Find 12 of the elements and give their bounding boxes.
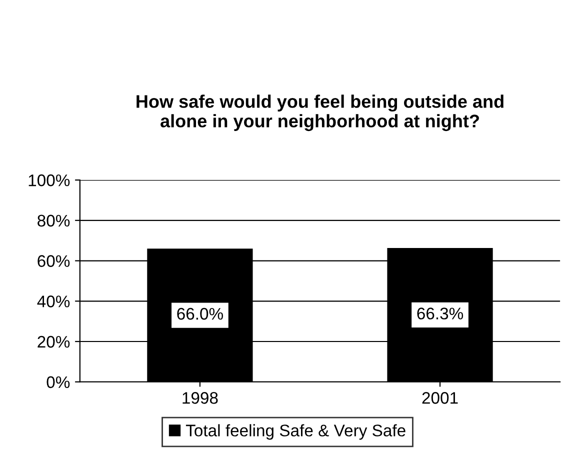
- legend-label: Total feeling Safe & Very Safe: [186, 424, 406, 440]
- y-tick-label: 0%: [46, 376, 70, 388]
- y-tick-label: 100%: [28, 174, 70, 186]
- y-tick-label: 20%: [38, 336, 70, 348]
- x-tick-label: 1998: [182, 392, 218, 404]
- chart-title: How safe would you feel being outside and alone in your neighborhood at night?: [136, 94, 504, 132]
- y-tick-label: 80%: [38, 214, 70, 227]
- y-tick-label: 60%: [38, 255, 70, 267]
- data-label: 66.3%: [417, 308, 464, 320]
- data-label: 66.0%: [177, 308, 223, 320]
- x-tick-label: 2001: [422, 392, 458, 404]
- y-tick-label: 40%: [37, 296, 70, 308]
